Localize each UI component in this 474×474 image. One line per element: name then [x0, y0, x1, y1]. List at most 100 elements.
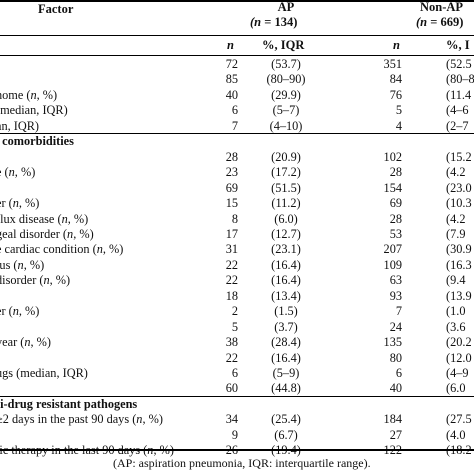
table-row: an, IQR) 7 (4–10) 4 (2–7 [0, 119, 474, 134]
table-row: (median, IQR) 6 (5–7) 5 (4–6 [0, 103, 474, 118]
ap-value-cell: (16.4) [271, 257, 301, 272]
row-factor-text: er ( [0, 304, 13, 319]
ap-value-cell: (44.8) [271, 381, 301, 396]
table-row: ugs (median, IQR) 6 (5–9) 6 (4–9 [0, 366, 474, 381]
row-factor-italic: n [24, 335, 31, 350]
header-nonap-n-prefix: (n [416, 15, 428, 29]
row-factor-italic: n [43, 273, 50, 288]
header-rule-2 [0, 55, 474, 56]
ap-n-cell: 17 [225, 226, 238, 241]
header-ap-n-suffix: = 134) [261, 15, 298, 29]
row-factor-text: disorder ( [0, 273, 44, 288]
nonap-value-cell: (15.2 [446, 149, 472, 164]
nonap-value-cell: (4–6 [446, 103, 469, 118]
table-row: 69 (51.5) 154 (23.0 [0, 181, 474, 196]
header-col-n: n [227, 38, 234, 52]
nonap-n-cell: 7 [395, 304, 402, 319]
table-row: 18 (13.4) 93 (13.9 [0, 289, 474, 304]
row-factor: year (n, %) [0, 335, 51, 350]
table-row: er (n, %) 2 (1.5) 7 (1.0 [0, 304, 474, 319]
ap-n-cell: 60 [225, 381, 238, 396]
header-col-pct: %, IQR [262, 38, 305, 52]
header-nonap-n-suffix: = 669) [427, 15, 464, 29]
row-factor: ≥2 days in the past 90 days (n, %) [0, 412, 163, 427]
section-heading: ti-drug resistant pathogens [0, 396, 138, 411]
nonap-value-cell: (80–8 [446, 72, 474, 87]
ap-n-cell: 6 [231, 366, 238, 380]
table-row: 5 (3.7) 24 (3.6 [0, 320, 474, 335]
ap-value-cell: (16.4) [271, 350, 301, 365]
nonap-n-cell: 184 [383, 412, 402, 427]
table-row: e cardiac condition (n, %) 31 (23.1) 207 (30… [0, 242, 474, 257]
header-ap-title: AP [277, 0, 295, 14]
row-factor: disorder (n, %) [0, 273, 70, 288]
ap-value-cell: (25.4) [271, 412, 301, 427]
row-factor-italic: n [17, 257, 24, 272]
row-factor: er (n, %) [0, 196, 39, 211]
table-row: flux disease (n, %) 8 (6.0) 28 (4.2 [0, 212, 474, 227]
nonap-n-cell: 207 [383, 242, 402, 257]
section-rule-1 [0, 133, 474, 135]
ap-value-cell: (3.7) [274, 319, 298, 334]
nonap-n-cell: 122 [372, 443, 402, 458]
nonap-value-cell: (11.4 [446, 87, 472, 102]
nonap-n-cell: 69 [389, 196, 402, 211]
ap-value-cell: (53.7) [271, 57, 301, 71]
ap-n-cell: 28 [225, 149, 238, 164]
row-factor-italic: n [12, 304, 19, 319]
table-row: 72 (53.7) 351 (52.5 [0, 57, 474, 72]
nonap-n-cell: 24 [389, 319, 402, 334]
nonap-value-cell: (4–9 [446, 366, 469, 380]
row-factor-text: e ( [0, 165, 9, 180]
ap-value-cell: (29.9) [271, 87, 301, 102]
ap-value-cell: (28.4) [271, 335, 301, 350]
row-factor-suffix: , %) [23, 257, 45, 272]
table-row: tus (n, %) 22 (16.4) 109 (16.3 [0, 258, 474, 273]
ap-value-cell: (16.4) [271, 273, 301, 288]
ap-n-cell: 18 [225, 288, 238, 303]
nonap-value-cell: (27.5 [446, 412, 472, 427]
ap-n-cell: 85 [225, 72, 238, 87]
ap-n-cell: 40 [225, 87, 238, 102]
ap-n-cell: 31 [225, 242, 238, 257]
table-row: year (n, %) 38 (28.4) 135 (20.2 [0, 335, 474, 350]
nonap-value-cell: (12.0 [446, 350, 472, 365]
ap-n-cell: 72 [225, 57, 238, 71]
ap-n-cell: 15 [225, 196, 238, 211]
row-factor-suffix: , %) [30, 335, 52, 350]
row-factor-suffix: , %) [142, 412, 163, 427]
ap-value-cell: (1.5) [274, 304, 298, 319]
nonap-n-cell: 28 [389, 211, 402, 226]
nonap-value-cell: (4.2 [446, 165, 466, 180]
ap-n-cell: 22 [225, 273, 238, 288]
nonap-n-cell: 27 [389, 427, 402, 442]
bottom-rule [0, 449, 474, 451]
row-factor-italic: n [30, 87, 37, 102]
top-rule [0, 0, 474, 2]
section-row: ti-drug resistant pathogens [0, 397, 474, 412]
table-row: 85 (80–90) 84 (80–8 [0, 72, 474, 87]
nonap-n-cell: 6 [395, 366, 402, 380]
row-factor-text: an, IQR) [0, 118, 40, 133]
nonap-value-cell: (3.6 [446, 319, 466, 334]
ap-value-cell: (12.7) [271, 226, 301, 241]
ap-value-cell: (6.0) [274, 211, 298, 226]
table-footnote: (AP: aspiration pneumonia, IQR: interqua… [113, 456, 371, 470]
row-factor-suffix: , %) [14, 165, 36, 180]
ap-value-cell: (11.2) [271, 196, 301, 211]
row-factor: an, IQR) [0, 119, 39, 134]
ap-value-cell: (4–10) [269, 118, 303, 133]
row-factor: ugs (median, IQR) [0, 366, 88, 381]
ap-n-cell: 9 [231, 427, 238, 442]
nonap-value-cell: (20.2 [446, 335, 472, 350]
table-row: ≥2 days in the past 90 days (n, %) 34 (25.… [0, 412, 474, 427]
row-factor-suffix: , %) [36, 87, 58, 102]
row-factor-suffix: , %) [102, 242, 124, 257]
ap-n-cell: 22 [225, 350, 238, 365]
nonap-value-cell: (2–7 [446, 118, 469, 133]
ap-n-cell: 8 [231, 211, 238, 226]
section-rule-2 [0, 395, 474, 397]
row-factor-italic: n [8, 165, 15, 180]
row-factor: home (n, %) [0, 88, 57, 103]
